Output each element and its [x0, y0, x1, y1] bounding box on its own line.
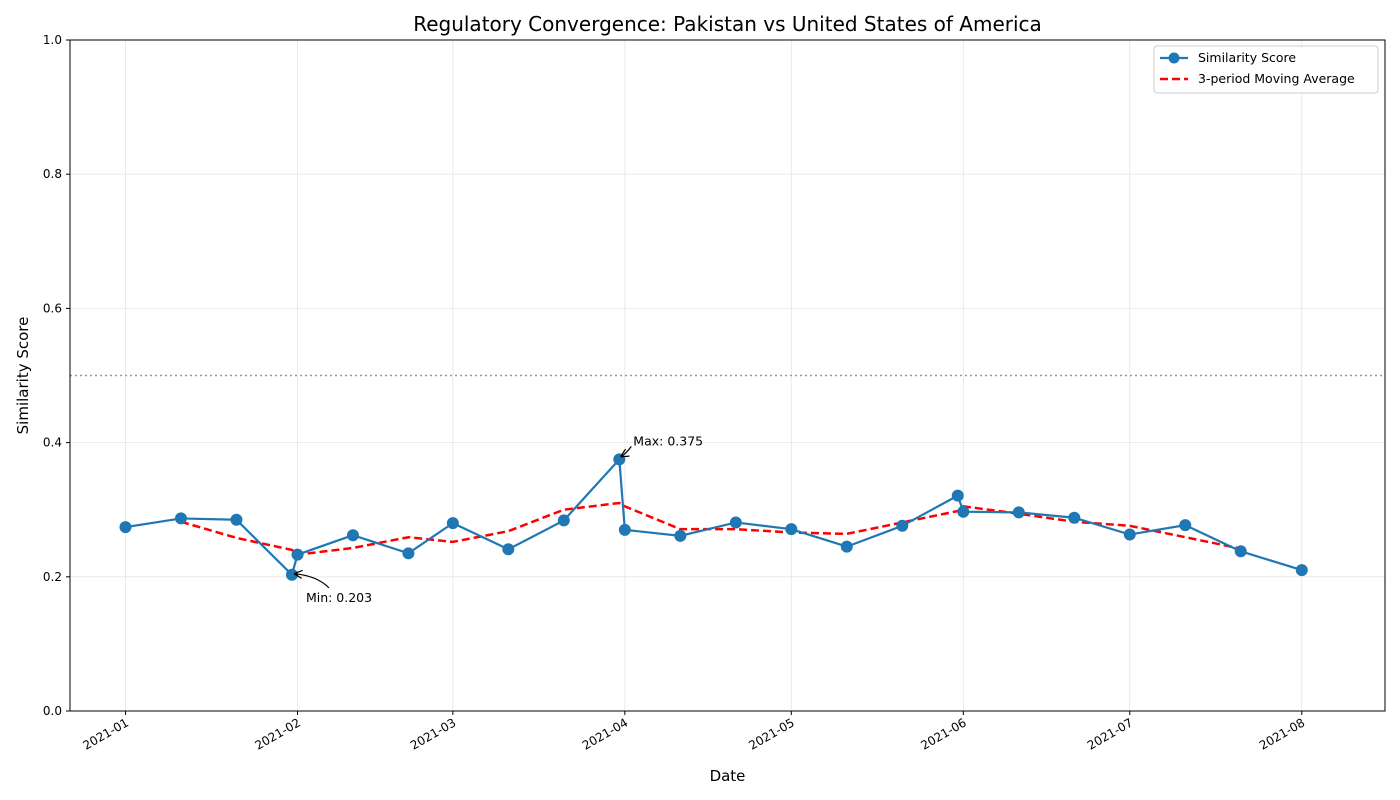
similarity-score-point: [1068, 511, 1081, 524]
max-annotation-label: Max: 0.375: [633, 433, 703, 448]
grid: [70, 39, 1385, 712]
similarity-score-point: [402, 547, 415, 560]
similarity-score-point: [502, 543, 515, 556]
similarity-score-point: [285, 568, 298, 581]
similarity-score-point: [674, 529, 687, 542]
legend: Similarity Score 3-period Moving Average: [1153, 45, 1379, 94]
similarity-score-point: [729, 516, 742, 529]
min-annotation-label: Min: 0.203: [306, 590, 372, 605]
x-tick-label: 2021-02: [253, 715, 303, 752]
similarity-score-point: [1123, 528, 1136, 541]
similarity-score-point: [1012, 506, 1025, 519]
similarity-score-point: [785, 523, 798, 536]
x-tick-label: 2021-05: [746, 715, 796, 752]
y-tick-label: 0.8: [43, 167, 62, 181]
y-axis-label: Similarity Score: [14, 317, 32, 435]
y-tick-label: 0.0: [43, 704, 62, 718]
similarity-score-point: [230, 513, 243, 526]
x-tick-label: 2021-04: [580, 715, 630, 752]
x-tick-label: 2021-08: [1257, 715, 1307, 752]
moving-average-line: [180, 501, 1241, 556]
similarity-score-point: [896, 519, 909, 532]
similarity-score-point: [1179, 519, 1192, 532]
x-tick-label: 2021-07: [1085, 715, 1135, 752]
chart-title: Regulatory Convergence: Pakistan vs Unit…: [413, 12, 1042, 36]
similarity-score-point: [951, 489, 964, 502]
similarity-score-point: [840, 540, 853, 553]
max-annotation-arrow: [621, 446, 632, 456]
y-tick-label: 1.0: [43, 33, 62, 47]
y-tick-label: 0.6: [43, 301, 62, 315]
series-layer: [119, 453, 1308, 581]
similarity-score-point: [291, 548, 304, 561]
y-tick-label: 0.2: [43, 570, 62, 584]
x-tick-label: 2021-01: [81, 715, 131, 752]
min-annotation-arrow: [295, 574, 330, 589]
y-axis-ticks: 0.0 0.2 0.4 0.6 0.8 1.0: [43, 33, 70, 718]
x-axis-ticks: 2021-01 2021-02 2021-03 2021-04 2021-05 2021-…: [81, 711, 1307, 753]
similarity-score-point: [1234, 545, 1247, 558]
similarity-score-point: [957, 505, 970, 518]
x-tick-label: 2021-06: [918, 715, 968, 752]
legend-moving-average-label: 3-period Moving Average: [1198, 71, 1355, 86]
similarity-score-point: [119, 521, 132, 534]
legend-similarity-label: Similarity Score: [1198, 50, 1296, 65]
annotations: Max: 0.375 Min: 0.203: [295, 433, 703, 605]
x-tick-label: 2021-03: [408, 715, 458, 752]
similarity-score-point: [346, 529, 359, 542]
similarity-score-point: [174, 512, 187, 525]
similarity-score-point: [557, 514, 570, 527]
similarity-score-point: [446, 517, 459, 530]
legend-box: [1153, 45, 1379, 94]
y-tick-label: 0.4: [43, 436, 62, 450]
similarity-score-point: [1295, 564, 1308, 577]
x-axis-label: Date: [710, 767, 746, 785]
plot-frame: [69, 39, 1386, 712]
legend-similarity-marker: [1168, 52, 1180, 64]
similarity-score-point: [618, 523, 631, 536]
